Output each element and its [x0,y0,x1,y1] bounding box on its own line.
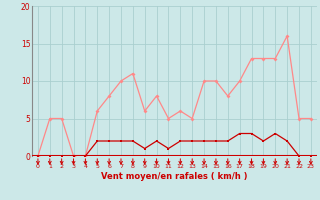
X-axis label: Vent moyen/en rafales ( km/h ): Vent moyen/en rafales ( km/h ) [101,172,248,181]
